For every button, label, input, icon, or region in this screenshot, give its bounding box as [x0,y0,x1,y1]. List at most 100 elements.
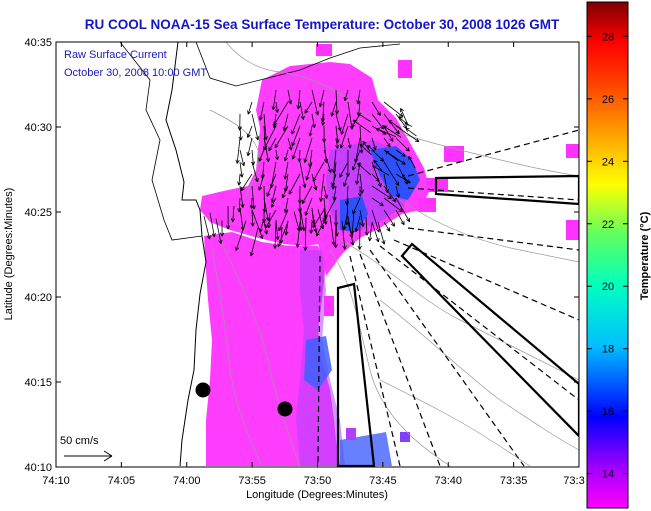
coastline-bay [119,42,203,241]
current-vector [371,137,377,151]
current-vector [340,113,349,135]
sst-blob [566,220,579,240]
current-vector [335,137,340,149]
current-vector [405,127,417,137]
y-axis-label: Latitude (Degrees:Minutes) [3,188,15,321]
annotation-line1: Raw Surface Current [64,49,167,61]
x-tick-label: 73:50 [304,475,332,487]
current-vector [301,185,313,205]
colorbar-tick-label: 20 [602,281,614,293]
current-vector [371,149,385,162]
current-vector [303,217,308,251]
current-vector [362,140,371,152]
current-vector [251,209,264,239]
current-vector [321,113,326,126]
y-tick-label: 40:15 [24,377,52,389]
current-vector [364,216,369,236]
current-vector [311,89,320,116]
current-vector [291,137,301,160]
current-vector [250,209,255,227]
x-tick-label: 73:40 [434,475,462,487]
colorbar-ticks: 28 26 24 22 20 18 16 14 [587,31,628,481]
current-vector [266,173,277,197]
current-vector [373,159,383,171]
current-vector [347,137,352,149]
current-vector [371,197,384,207]
map-plot-area: 50 cm/s Raw Surface Current October 30, … [55,41,580,468]
y-tick-label: 40:20 [24,292,52,304]
sst-blob [324,296,334,316]
current-vector [247,101,253,115]
sst-blob [398,60,412,78]
y-axis: 40:35 40:30 40:25 40:20 40:15 40:10 [24,37,579,474]
coastline [165,42,207,467]
current-vector [251,113,260,141]
sst-blob [316,44,332,56]
current-vector [323,185,329,199]
current-vector [274,125,289,149]
x-tick-label: 73:3 [563,475,584,487]
current-vector [352,119,372,134]
current-vector [333,216,338,249]
current-vector [367,145,375,152]
colorbar-label: Temperature (°C) [639,211,651,300]
sst-blob [566,144,579,158]
current-vector [315,221,325,237]
surface-current-vectors [203,89,420,257]
station-marker [277,401,293,417]
sst-blob [418,198,436,212]
current-vector [271,89,277,111]
current-vector [357,221,362,250]
current-vector [291,125,301,147]
current-vector [270,185,277,203]
scale-label: 50 cm/s [60,435,99,447]
current-vector [278,209,289,232]
current-vector [401,174,408,182]
current-vector [351,149,361,171]
current-vector [356,89,361,105]
current-vector [275,149,279,161]
current-vector [258,173,265,191]
current-vector [215,218,223,244]
y-tick-label: 40:35 [24,37,52,49]
current-vector [342,209,349,231]
current-vector [299,207,306,232]
current-vector [395,173,411,184]
y-tick-label: 40:25 [24,207,52,219]
current-vector [258,149,265,162]
x-axis: 74:10 74:05 74:00 73:55 73:50 73:45 73:40 73:35… [42,42,585,487]
current-vector [354,216,361,233]
current-vector [395,197,411,223]
current-vector [359,209,365,227]
current-vector [304,197,313,216]
current-vector [291,113,301,135]
current-vector [251,161,259,183]
current-vector [246,125,253,138]
current-vector [372,165,390,176]
current-vector [277,221,289,248]
annotation-line2: October 30, 2008 10:00 GMT [64,67,207,79]
current-vector [317,209,325,230]
current-vector [303,137,313,163]
colorbar-tick-label: 14 [602,469,614,481]
current-vector [343,89,349,102]
current-vector [299,101,305,120]
current-vector [356,112,371,122]
current-vector [395,137,410,152]
bathymetry-contours [209,42,579,467]
scale-arrow [64,450,113,462]
current-vector [323,208,328,225]
sst-cool-patch-bottom [340,432,392,466]
current-vector [332,185,337,201]
current-vector [209,212,216,238]
current-vector [371,113,384,130]
current-vector [275,101,280,114]
current-vector [293,211,301,232]
current-vector [219,220,225,237]
current-vector [383,221,391,232]
colorbar-tick-label: 22 [602,219,614,231]
x-tick-label: 73:55 [238,475,266,487]
figure-title: RU COOL NOAA-15 Sea Surface Temperature:… [85,17,560,32]
current-vector [263,197,270,221]
